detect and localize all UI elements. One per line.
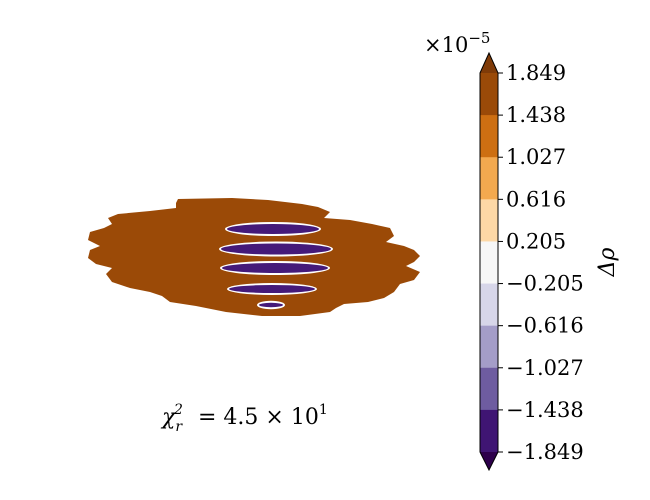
negative-stripe xyxy=(227,224,319,234)
colorbar-band xyxy=(480,283,498,327)
colorbar-band xyxy=(480,367,498,411)
negative-density-stripes xyxy=(219,222,333,310)
chi-squared-annotation: χr2 = 4.5 × 101 xyxy=(160,402,328,435)
colorbar-tick-label: 0.616 xyxy=(506,187,566,211)
colorbar-ticks: 1.849 1.438 1.027 0.616 0.205 −0.205 −0.616 −1.… xyxy=(498,61,584,464)
colorbar-segments xyxy=(480,73,498,453)
colorbar-multiplier: ×10−5 xyxy=(424,29,490,57)
colorbar-band xyxy=(480,115,498,158)
colorbar-tick-label: 1.849 xyxy=(506,61,566,85)
colorbar-under-extension xyxy=(480,452,498,470)
colorbar-band xyxy=(480,157,498,200)
colorbar-band xyxy=(480,325,498,369)
colorbar-over-extension xyxy=(480,53,498,73)
colorbar-tick-label: −1.027 xyxy=(506,356,584,380)
colorbar-tick-label: 1.438 xyxy=(506,103,566,127)
density-difference-map xyxy=(88,198,420,316)
colorbar: 1.849 1.438 1.027 0.616 0.205 −0.205 −0.616 −1.… xyxy=(424,29,620,472)
negative-stripe xyxy=(222,263,328,273)
colorbar-band xyxy=(480,199,498,242)
colorbar-band xyxy=(480,409,498,453)
colorbar-tick-label: −0.205 xyxy=(506,272,584,296)
colorbar-tick-label: −1.438 xyxy=(506,398,584,422)
negative-stripe xyxy=(229,285,315,293)
colorbar-tick-label: 0.205 xyxy=(506,229,566,253)
colorbar-band xyxy=(480,73,498,116)
negative-stripe xyxy=(259,302,283,308)
negative-stripe xyxy=(221,243,331,255)
colorbar-tick-label: −1.849 xyxy=(506,440,584,464)
colorbar-tick-label: −0.616 xyxy=(506,314,584,338)
colorbar-label: Δρ xyxy=(595,248,620,278)
positive-density-region xyxy=(88,198,420,316)
colorbar-band xyxy=(480,241,498,285)
colorbar-tick-label: 1.027 xyxy=(506,145,566,169)
